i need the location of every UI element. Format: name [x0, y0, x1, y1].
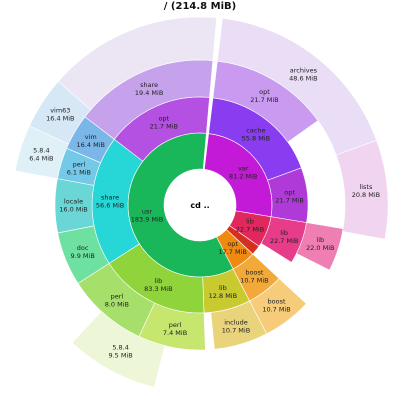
center-cd-up-button[interactable]: [164, 169, 236, 241]
ring2-segment-lib[interactable]: [296, 222, 344, 271]
ring2-segment-include[interactable]: [210, 300, 267, 350]
center-label: cd ..: [190, 201, 209, 210]
window-title: / (214.8 MiB): [163, 1, 237, 12]
ring2-segment-locale[interactable]: [54, 178, 95, 234]
ring-group: [14, 16, 389, 388]
ring3-segment-segment[interactable]: [57, 16, 217, 111]
ring3-segment-lists[interactable]: [335, 139, 389, 240]
ring3-segment-5-8-4[interactable]: [71, 310, 166, 388]
